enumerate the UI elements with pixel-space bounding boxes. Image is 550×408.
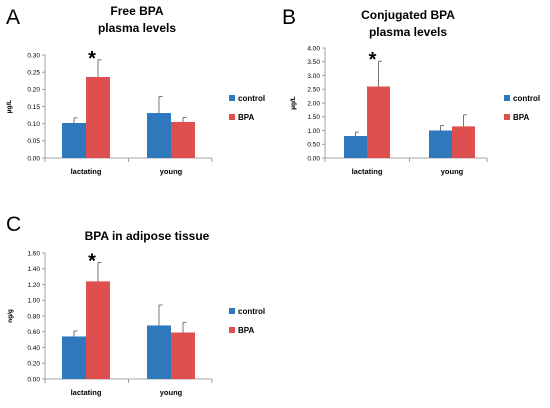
- panel-b-significance-star: *: [369, 49, 377, 71]
- panel-c-bar-control-young: [147, 325, 171, 379]
- panel-a-legend-label-control: control: [238, 94, 265, 103]
- panel-b-legend-label-control: control: [513, 94, 540, 103]
- panel-b-y-axis-label: µg/L: [290, 96, 297, 110]
- panel-a-letter: A: [6, 6, 20, 29]
- panel-a-significance-star: *: [88, 48, 96, 70]
- panel-b-y-tick-label: 3.50: [307, 59, 320, 66]
- panel-c-y-axis-label: ng/g: [7, 309, 14, 323]
- panel-c-significance-star: *: [88, 250, 96, 272]
- panel-b-y-tick-label: 0.50: [307, 142, 320, 149]
- panel-b-y-tick-label: 2.00: [307, 100, 320, 107]
- panel-a-y-tick-label: 0.10: [27, 121, 40, 128]
- panel-a-y-tick-label: 0.30: [27, 52, 40, 59]
- panel-c-y-tick-label: 0.60: [27, 329, 40, 336]
- panel-c-y-tick-label: 1.20: [27, 282, 40, 289]
- panel-a-legend-swatch-bpa: [229, 114, 235, 120]
- panel-c-y-tick-label: 0.20: [27, 361, 40, 368]
- panel-b-title-line: Conjugated BPA: [361, 8, 455, 22]
- panel-c-y-tick-label: 1.00: [27, 298, 40, 305]
- panel-b-category-label: lactating: [352, 167, 383, 176]
- panel-b-legend-swatch-control: [504, 95, 510, 101]
- panel-a-y-tick-label: 0.00: [27, 155, 40, 162]
- panel-c-bar-bpa-lactating: [86, 281, 110, 379]
- panel-b-legend-swatch-bpa: [504, 114, 510, 120]
- panel-a-bar-control-lactating: [62, 122, 86, 158]
- panel-a-bar-bpa-young: [171, 121, 195, 158]
- panel-b-letter: B: [282, 6, 296, 29]
- panel-a-legend-swatch-control: [229, 95, 235, 101]
- panel-c-legend-swatch-bpa: [229, 327, 235, 333]
- panel-a-legend-label-bpa: BPA: [238, 113, 255, 122]
- panel-a-title-line: Free BPA: [110, 4, 163, 18]
- panel-a-y-tick-label: 0.15: [27, 104, 40, 111]
- panel-c-y-tick-label: 1.40: [27, 266, 40, 273]
- panel-b-y-tick-label: 4.00: [307, 45, 320, 52]
- panel-c-category-label: young: [160, 388, 183, 397]
- panel-a-y-axis-label: µg/L: [6, 100, 13, 114]
- panel-c-letter: C: [6, 213, 21, 236]
- panel-c-bar-control-lactating: [62, 336, 86, 379]
- panel-c-title-line: BPA in adipose tissue: [85, 229, 210, 243]
- panel-b-y-tick-label: 2.50: [307, 87, 320, 94]
- panel-b-category-label: young: [441, 167, 464, 176]
- panel-a-category-label: lactating: [71, 167, 102, 176]
- panel-a-y-tick-label: 0.05: [27, 138, 40, 145]
- panel-c-legend-label-control: control: [238, 307, 265, 316]
- panel-c-legend-label-bpa: BPA: [238, 326, 255, 335]
- panel-c-category-label: lactating: [71, 388, 102, 397]
- panel-b-legend-label-bpa: BPA: [513, 113, 530, 122]
- panel-b-bar-control-lactating: [344, 136, 367, 158]
- panel-c-y-tick-label: 0.80: [27, 313, 40, 320]
- panel-b-bar-bpa-lactating: [367, 86, 390, 158]
- panel-b-bar-bpa-young: [452, 126, 475, 158]
- panel-c-y-tick-label: 0.00: [27, 376, 40, 383]
- panel-b-y-tick-label: 3.00: [307, 73, 320, 80]
- panel-b-title-line: plasma levels: [369, 25, 447, 39]
- panel-b-y-tick-label: 1.50: [307, 114, 320, 121]
- panel-b-bar-control-young: [429, 130, 452, 158]
- panel-c-y-tick-label: 0.40: [27, 345, 40, 352]
- panel-a-y-tick-label: 0.20: [27, 87, 40, 94]
- panel-b-y-tick-label: 1.00: [307, 128, 320, 135]
- panel-a-category-label: young: [160, 167, 183, 176]
- panel-a-bar-bpa-lactating: [86, 76, 110, 158]
- panel-c-legend-swatch-control: [229, 308, 235, 314]
- panel-a-bar-control-young: [147, 113, 171, 158]
- panel-c-bar-bpa-young: [171, 332, 195, 379]
- panel-a-title-line: plasma levels: [98, 21, 176, 35]
- panel-a-y-tick-label: 0.25: [27, 69, 40, 76]
- panel-b-y-tick-label: 0.00: [307, 155, 320, 162]
- panel-c-y-tick-label: 1.60: [27, 250, 40, 257]
